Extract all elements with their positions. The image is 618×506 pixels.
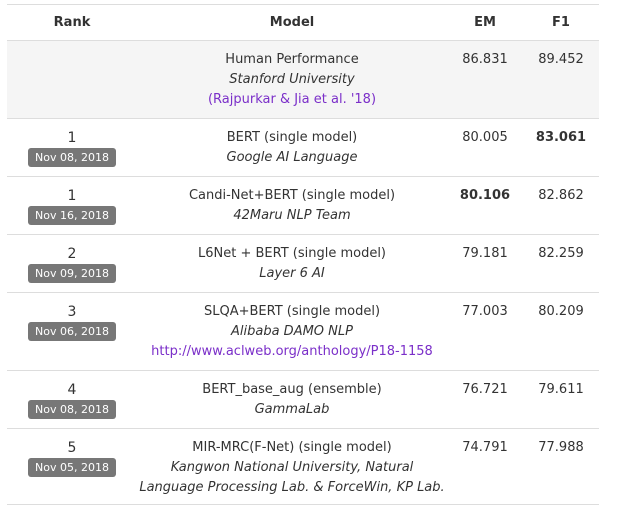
rank-header: Rank <box>7 5 137 41</box>
date-badge: Nov 16, 2018 <box>28 206 116 225</box>
model-cell: Human Performance Stanford University (Raj… <box>137 40 447 119</box>
organization: Layer 6 AI <box>259 266 325 281</box>
organization: Alibaba DAMO NLP <box>231 324 353 339</box>
model-cell: Candi-Net+BERT (single model) 42Maru NLP … <box>137 176 447 235</box>
em-score: 80.106 <box>447 176 523 235</box>
model-name: Human Performance <box>225 52 359 67</box>
f1-score: 83.061 <box>523 118 599 177</box>
rank-number: 1 <box>67 130 77 146</box>
model-cell: L6Net + BERT (single model) Layer 6 AI <box>137 234 447 293</box>
organization: 42Maru NLP Team <box>233 208 351 223</box>
rank-number: 3 <box>67 304 77 320</box>
em-score: 76.721 <box>447 370 523 429</box>
em-score: 77.003 <box>447 292 523 371</box>
table-row: 1 Nov 08, 2018 BERT (single model) Google A… <box>7 118 599 177</box>
f1-score: 79.611 <box>523 370 599 429</box>
table-row: 5 Nov 05, 2018 MIR-MRC(F-Net) (single mode… <box>7 428 599 505</box>
organization: Google AI Language <box>226 150 358 165</box>
model-cell: MIR-MRC(F-Net) (single model) Kangwon Nat… <box>137 428 447 505</box>
model-name: L6Net + BERT (single model) <box>197 246 387 261</box>
leaderboard-table: Rank Model EM F1 Human Performance Stanfo… <box>7 5 599 505</box>
organization: GammaLab <box>254 402 330 417</box>
em-score: 79.181 <box>447 234 523 293</box>
model-name: BERT_base_aug (ensemble) <box>202 382 382 397</box>
rank-number: 5 <box>67 440 77 456</box>
table-row: 3 Nov 06, 2018 SLQA+BERT (single model) Ali… <box>7 292 599 371</box>
top-divider <box>7 4 599 5</box>
rank-cell: 4 Nov 08, 2018 <box>7 370 137 429</box>
rank-cell: 3 Nov 06, 2018 <box>7 292 137 371</box>
rank-cell: 1 Nov 16, 2018 <box>7 176 137 235</box>
date-badge: Nov 06, 2018 <box>28 322 116 341</box>
date-badge: Nov 08, 2018 <box>28 400 116 419</box>
date-badge: Nov 08, 2018 <box>28 148 116 167</box>
em-header: EM <box>447 5 523 41</box>
rank-cell <box>7 40 137 119</box>
date-badge: Nov 09, 2018 <box>28 264 116 283</box>
model-cell: BERT_base_aug (ensemble) GammaLab <box>137 370 447 429</box>
rank-cell: 1 Nov 08, 2018 <box>7 118 137 177</box>
em-score: 86.831 <box>447 40 523 119</box>
rank-number: 2 <box>67 246 77 262</box>
model-name: Candi-Net+BERT (single model) <box>188 188 396 203</box>
header-row: Rank Model EM F1 <box>7 5 599 41</box>
rank-cell: 5 Nov 05, 2018 <box>7 428 137 505</box>
rank-cell: 2 Nov 09, 2018 <box>7 234 137 293</box>
f1-score: 82.862 <box>523 176 599 235</box>
table-row: 2 Nov 09, 2018 L6Net + BERT (single model)… <box>7 234 599 293</box>
organization: Stanford University <box>229 72 355 87</box>
model-cell: BERT (single model) Google AI Language <box>137 118 447 177</box>
em-score: 80.005 <box>447 118 523 177</box>
model-cell: SLQA+BERT (single model) Alibaba DAMO NLP… <box>137 292 447 371</box>
model-header: Model <box>137 5 447 41</box>
organization: Kangwon National University, Natural <box>170 460 414 475</box>
model-name: SLQA+BERT (single model) <box>203 304 381 319</box>
leaderboard-body: Human Performance Stanford University (Raj… <box>7 40 599 505</box>
human-performance-row: Human Performance Stanford University (Raj… <box>7 40 599 119</box>
em-score: 74.791 <box>447 428 523 505</box>
paper-link[interactable]: (Rajpurkar & Jia et al. '18) <box>207 92 377 107</box>
f1-score: 82.259 <box>523 234 599 293</box>
organization: Language Processing Lab. & ForceWin, KP … <box>139 480 445 495</box>
f1-score: 89.452 <box>523 40 599 119</box>
model-name: BERT (single model) <box>226 130 358 145</box>
date-badge: Nov 05, 2018 <box>28 458 116 477</box>
rank-number: 4 <box>67 382 77 398</box>
table-row: 1 Nov 16, 2018 Candi-Net+BERT (single mode… <box>7 176 599 235</box>
paper-link[interactable]: http://www.aclweb.org/anthology/P18-1158 <box>151 344 433 359</box>
f1-header: F1 <box>523 5 599 41</box>
rank-number: 1 <box>67 188 77 204</box>
f1-score: 80.209 <box>523 292 599 371</box>
table-row: 4 Nov 08, 2018 BERT_base_aug (ensemble) Gam… <box>7 370 599 429</box>
model-name: MIR-MRC(F-Net) (single model) <box>192 440 392 455</box>
f1-score: 77.988 <box>523 428 599 505</box>
